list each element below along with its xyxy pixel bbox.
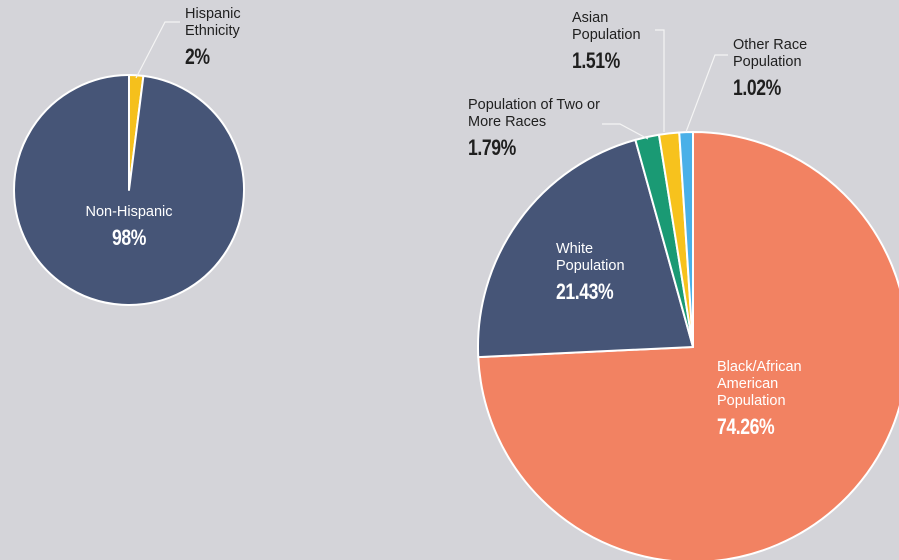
value-label: 98%: [111, 225, 147, 250]
category-label: Black/African American Population: [717, 359, 802, 409]
category-label: White Population: [556, 241, 625, 274]
leader-line: [685, 54, 728, 133]
slice-label: Hispanic Ethnicity 2%: [185, 6, 265, 69]
category-label: Non-Hispanic: [85, 204, 173, 220]
slice-label: Non-Hispanic 98%: [59, 204, 199, 250]
pie-slice: [13, 74, 245, 306]
value-label: 21.43%: [556, 279, 614, 304]
value-label: 1.79%: [468, 135, 516, 160]
category-label: Population of Two or More Races: [468, 97, 600, 130]
slice-label: White Population 21.43%: [556, 241, 646, 304]
category-label: Hispanic Ethnicity: [185, 6, 241, 39]
pie-slice: [477, 131, 899, 560]
value-label: 1.02%: [733, 75, 781, 100]
slice-label: Population of Two or More Races 1.79%: [468, 97, 618, 160]
slice-label: Other Race Population 1.02%: [733, 37, 833, 100]
pie-slice: [477, 138, 694, 359]
leader-lines: [135, 21, 728, 140]
category-label: Other Race Population: [733, 37, 808, 70]
leader-line: [602, 123, 649, 140]
value-label: 2%: [185, 44, 210, 69]
slice-label: Black/African American Population 74.26%: [717, 359, 827, 439]
leader-line: [135, 21, 180, 79]
value-label: 74.26%: [717, 414, 775, 439]
leader-line: [655, 29, 665, 132]
category-label: Asian Population: [572, 10, 641, 43]
slice-label: Asian Population 1.51%: [572, 10, 662, 73]
value-label: 1.51%: [572, 48, 620, 73]
pie-slice: [678, 131, 694, 348]
